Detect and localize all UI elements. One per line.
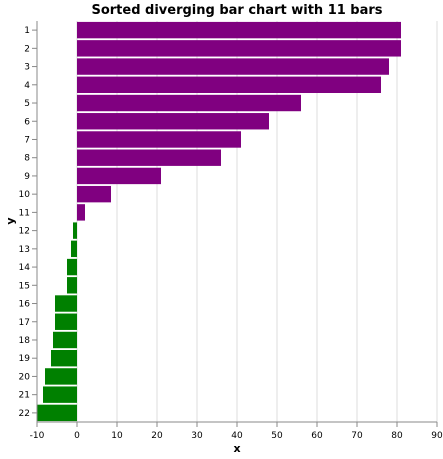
bar-13 xyxy=(71,240,77,258)
x-axis: -10 0 10 20 30 40 50 60 70 80 90 xyxy=(30,421,443,441)
y-axis-title: y xyxy=(4,217,17,224)
y-tick-label: 5 xyxy=(24,99,30,109)
bar-6 xyxy=(77,113,269,130)
y-tick-label: 19 xyxy=(19,354,31,364)
y-tick-label: 7 xyxy=(24,135,30,145)
bar-21 xyxy=(43,386,77,403)
bar-22 xyxy=(37,404,77,422)
x-tick-label: 40 xyxy=(231,431,243,441)
y-tick-label: 12 xyxy=(19,227,30,237)
y-tick-label: 13 xyxy=(19,245,30,255)
y-tick-label: 2 xyxy=(24,44,30,54)
bar-12 xyxy=(73,222,77,239)
bar-1 xyxy=(77,21,401,39)
x-tick-label: 0 xyxy=(74,431,80,441)
bar-5 xyxy=(77,94,301,112)
bar-19 xyxy=(51,350,77,367)
x-tick-label: 10 xyxy=(111,431,123,441)
y-tick-label: 16 xyxy=(19,300,31,310)
bar-9 xyxy=(77,167,161,185)
bars xyxy=(37,21,401,422)
x-tick-label: 30 xyxy=(191,431,203,441)
bar-11 xyxy=(77,204,85,221)
x-axis-title: x xyxy=(233,442,240,455)
y-tick-label: 18 xyxy=(19,336,31,346)
y-tick-label: 1 xyxy=(24,26,30,36)
y-tick-label: 10 xyxy=(19,190,31,200)
x-tick-label: -10 xyxy=(30,431,45,441)
bar-17 xyxy=(55,313,77,330)
bar-4 xyxy=(77,76,381,93)
bar-16 xyxy=(55,295,77,312)
y-tick-label: 11 xyxy=(19,208,30,218)
y-tick-label: 21 xyxy=(19,391,30,401)
y-tick-label: 20 xyxy=(19,372,31,382)
bar-20 xyxy=(45,368,77,385)
x-tick-label: 50 xyxy=(271,431,283,441)
x-tick-label: 90 xyxy=(431,431,443,441)
bar-15 xyxy=(67,277,77,294)
bar-18 xyxy=(53,331,77,349)
y-tick-label: 14 xyxy=(19,263,31,273)
y-tick-label: 22 xyxy=(19,409,30,419)
bar-8 xyxy=(77,149,221,166)
bar-7 xyxy=(77,131,241,148)
y-tick-label: 9 xyxy=(24,172,30,182)
y-tick-label: 15 xyxy=(19,281,30,291)
x-tick-label: 80 xyxy=(391,431,403,441)
x-tick-label: 60 xyxy=(311,431,323,441)
y-tick-label: 3 xyxy=(24,63,30,73)
bar-14 xyxy=(67,258,77,276)
chart-title: Sorted diverging bar chart with 11 bars xyxy=(91,3,382,18)
bar-2 xyxy=(77,40,401,57)
y-tick-label: 4 xyxy=(24,81,30,91)
y-tick-label: 8 xyxy=(24,154,30,164)
x-tick-label: 70 xyxy=(351,431,363,441)
y-tick-label: 17 xyxy=(19,318,30,328)
bar-10 xyxy=(77,185,111,203)
bar-3 xyxy=(77,58,389,75)
x-tick-label: 20 xyxy=(151,431,163,441)
y-tick-label: 6 xyxy=(24,117,30,127)
